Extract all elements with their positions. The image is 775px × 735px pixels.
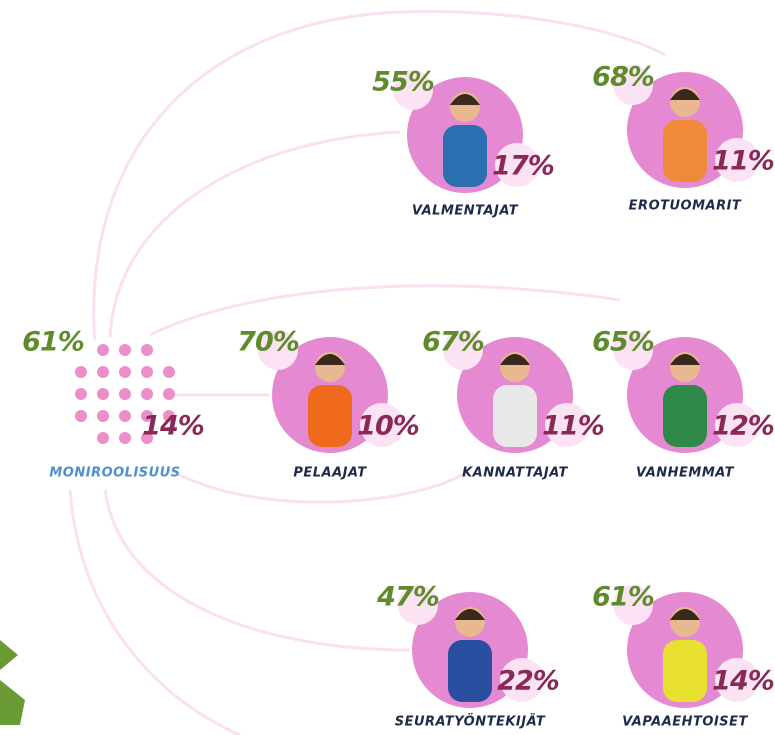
dot (119, 410, 131, 422)
role-node: 67% 11% KANNATTAJAT (422, 327, 604, 481)
dot (97, 366, 109, 378)
top-percentage: 47% (376, 582, 439, 613)
top-percentage: 55% (372, 67, 434, 98)
top-percentage: 61% (22, 327, 84, 358)
person-body (663, 120, 707, 182)
arc (70, 490, 240, 735)
dot (163, 366, 175, 378)
dot (141, 344, 153, 356)
dot (97, 344, 109, 356)
role-node: 68% 11% EROTUOMARIT (592, 62, 774, 214)
corner-decoration (0, 640, 25, 725)
bottom-percentage: 22% (497, 666, 559, 697)
role-label: VAPAAEHTOISET (622, 715, 748, 730)
dot (141, 388, 153, 400)
dot (75, 388, 87, 400)
role-node: 65% 12% VANHEMMAT (592, 327, 774, 481)
bottom-percentage: 10% (357, 411, 419, 442)
bottom-percentage: 11% (712, 146, 774, 177)
dot (97, 388, 109, 400)
role-node: 55% 17% VALMENTAJAT (372, 67, 554, 219)
bottom-percentage: 14% (142, 411, 204, 442)
bottom-percentage: 12% (712, 411, 774, 442)
top-percentage: 61% (592, 582, 654, 613)
top-percentage: 70% (237, 327, 299, 358)
role-label: KANNATTAJAT (462, 466, 568, 481)
role-label: EROTUOMARIT (629, 199, 742, 214)
role-node: 61% 14% VAPAAEHTOISET (592, 582, 774, 730)
person-body (493, 385, 537, 447)
arc (150, 286, 620, 335)
arc (105, 490, 410, 650)
top-percentage: 67% (422, 327, 484, 358)
dot (119, 344, 131, 356)
person-body (308, 385, 352, 447)
role-node: 70% 10% PELAAJAT (237, 327, 419, 481)
person-body (448, 640, 492, 702)
dot (97, 410, 109, 422)
role-label: SEURATYÖNTEKIJÄT (395, 714, 546, 730)
dot (75, 410, 87, 422)
arc (110, 132, 400, 345)
top-percentage: 68% (592, 62, 654, 93)
dot (97, 432, 109, 444)
dot (75, 366, 87, 378)
person-body (663, 385, 707, 447)
dot (119, 388, 131, 400)
dot (141, 366, 153, 378)
role-label: VALMENTAJAT (412, 204, 519, 219)
person-body (663, 640, 707, 702)
dot (163, 388, 175, 400)
top-percentage: 65% (592, 327, 654, 358)
bottom-percentage: 14% (712, 666, 774, 697)
role-label: PELAAJAT (293, 466, 367, 481)
bottom-percentage: 17% (492, 151, 554, 182)
bottom-percentage: 11% (542, 411, 604, 442)
role-label: VANHEMMAT (636, 466, 735, 481)
role-node: 47% 22% SEURATYÖNTEKIJÄT (376, 582, 559, 730)
dot (119, 366, 131, 378)
role-label: MONIROOLISUUS (49, 466, 180, 481)
dot (119, 432, 131, 444)
infographic: 61% 14% MONIROOLISUUS 55% 17% VALMENTAJAT 68% 1… (0, 0, 775, 735)
person-body (443, 125, 487, 187)
role-node: 61% 14% MONIROOLISUUS (22, 327, 204, 481)
